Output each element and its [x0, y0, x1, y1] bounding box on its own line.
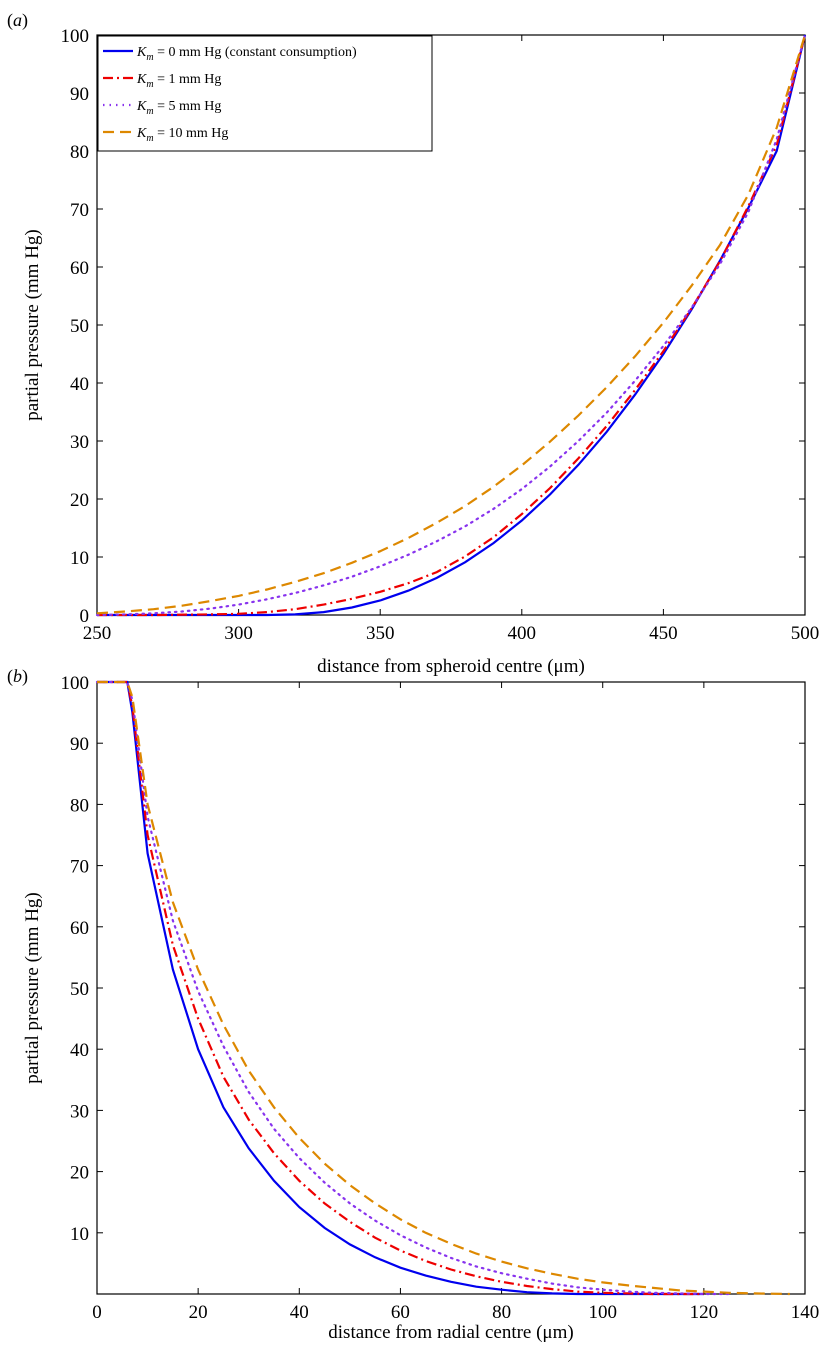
panel-a-x-axis-label: distance from spheroid centre (μm) [317, 656, 585, 677]
y-tick-label: 100 [61, 673, 90, 694]
y-tick-label: 0 [80, 606, 90, 627]
panel-b-plot-frame [96, 681, 806, 1295]
y-tick-label: 70 [70, 857, 89, 878]
y-tick-label: 80 [70, 142, 89, 163]
x-tick-label: 450 [649, 623, 678, 644]
x-tick-label: 400 [508, 623, 537, 644]
legend-label-km1: Km = 1 mm Hg [136, 72, 221, 90]
y-tick-label: 40 [70, 374, 89, 395]
y-tick-label: 50 [70, 979, 89, 1000]
y-tick-label: 90 [70, 84, 89, 105]
panel-b: (b) 0 20 40 60 80 100 120 140 10 20 30 40 50 60 70 80 90… [7, 666, 819, 1343]
legend-label-km5: Km = 5 mm Hg [136, 99, 221, 117]
x-tick-label: 60 [391, 1302, 410, 1323]
series-line-km10 [96, 34, 807, 615]
x-tick-label: 350 [366, 623, 395, 644]
series-line-km1 [97, 680, 704, 1296]
y-tick-label: 50 [70, 316, 89, 337]
legend-label-km0: Km = 0 mm Hg (constant consumption) [136, 45, 357, 63]
y-tick-label: 70 [70, 200, 89, 221]
panel-b-series [95, 680, 790, 1296]
panel-a-y-axis-label: partial pressure (mm Hg) [22, 229, 43, 421]
x-tick-label: 500 [791, 623, 820, 644]
legend-label-km10: Km = 10 mm Hg [136, 126, 228, 144]
x-tick-label: 20 [189, 1302, 208, 1323]
x-tick-label: 100 [588, 1302, 617, 1323]
y-tick-label: 100 [61, 26, 90, 47]
y-tick-label: 10 [70, 1224, 89, 1245]
x-tick-label: 40 [290, 1302, 309, 1323]
y-tick-label: 80 [70, 795, 89, 816]
y-tick-label: 60 [70, 918, 89, 939]
panel-a-axes: 250 300 350 400 450 500 0 10 20 30 40 50 60 70 80 90 100 [61, 26, 820, 644]
y-tick-label: 30 [70, 432, 89, 453]
y-tick-label: 10 [70, 548, 89, 569]
legend: Km = 0 mm Hg (constant consumption) Km = … [97, 35, 433, 152]
panel-b-x-axis-label: distance from radial centre (μm) [328, 1322, 573, 1343]
y-tick-label: 40 [70, 1040, 89, 1061]
y-tick-label: 20 [70, 490, 89, 511]
panel-b-label: (b) [7, 666, 28, 687]
panel-b-axes: 0 20 40 60 80 100 120 140 10 20 30 40 50 60 70 80 90 100 [61, 673, 820, 1323]
panel-a: (a) 250 300 350 400 450 500 0 10 20 30 40 50 60 70 80 9… [7, 10, 819, 677]
panel-b-y-axis-label: partial pressure (mm Hg) [22, 892, 43, 1084]
x-tick-label: 80 [492, 1302, 511, 1323]
x-tick-label: 250 [83, 623, 112, 644]
legend-box [97, 35, 433, 152]
y-tick-label: 90 [70, 734, 89, 755]
panel-a-label: (a) [7, 10, 28, 31]
x-tick-label: 0 [92, 1302, 102, 1323]
y-tick-label: 30 [70, 1101, 89, 1122]
x-tick-label: 140 [791, 1302, 820, 1323]
series-line-km10 [97, 680, 790, 1296]
x-tick-label: 300 [224, 623, 253, 644]
panel-a-series [95, 33, 807, 617]
x-tick-label: 120 [690, 1302, 719, 1323]
series-line-km5 [95, 680, 731, 1296]
y-tick-label: 60 [70, 258, 89, 279]
series-line-km5 [95, 33, 807, 617]
series-line-km0 [97, 680, 704, 1296]
y-tick-label: 20 [70, 1163, 89, 1184]
